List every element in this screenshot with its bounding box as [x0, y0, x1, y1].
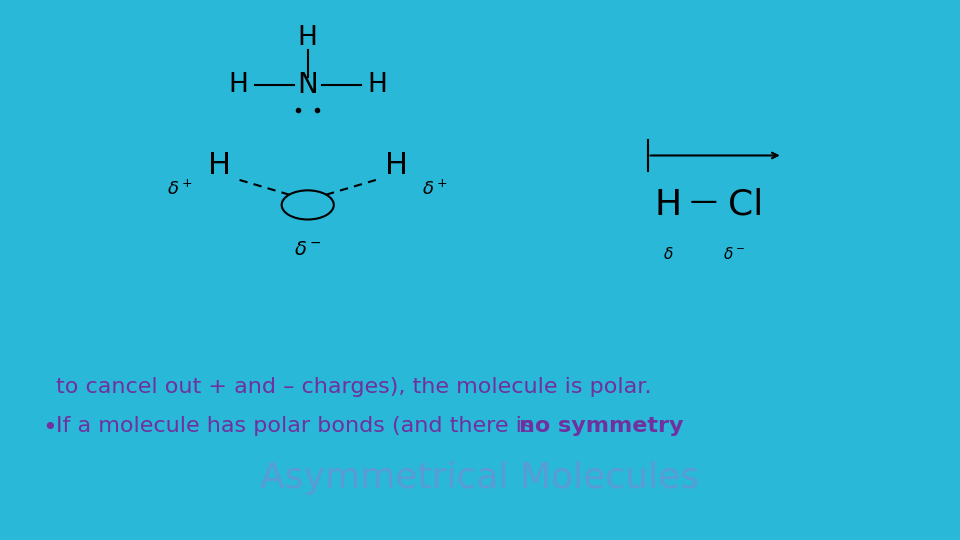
- Text: $\delta$: $\delta$: [662, 246, 673, 262]
- Text: $\delta^-$: $\delta^-$: [294, 240, 322, 259]
- Text: no symmetry: no symmetry: [518, 416, 684, 436]
- Text: H: H: [385, 151, 408, 180]
- Text: H: H: [368, 72, 388, 98]
- Text: H: H: [228, 72, 248, 98]
- Text: •: •: [48, 301, 59, 319]
- Text: O: O: [92, 260, 106, 278]
- Text: H: H: [298, 25, 318, 51]
- Text: $\delta^+$: $\delta^+$: [422, 180, 448, 199]
- Text: H: H: [655, 188, 682, 222]
- Text: —: —: [689, 188, 717, 217]
- Text: H: H: [70, 260, 84, 278]
- Text: Cl: Cl: [728, 188, 763, 222]
- Text: Asymmetrical Molecules: Asymmetrical Molecules: [260, 461, 700, 495]
- Text: H: H: [207, 151, 230, 180]
- Text: 2: 2: [84, 252, 92, 265]
- Text: •: •: [60, 260, 70, 278]
- Text: •: •: [42, 416, 57, 440]
- Text: HCl: HCl: [522, 260, 561, 280]
- Text: NH: NH: [70, 119, 97, 137]
- Text: $\delta^+$: $\delta^+$: [167, 180, 193, 199]
- Text: Examples:: Examples:: [60, 301, 153, 319]
- Text: •: •: [60, 119, 70, 137]
- Text: If a molecule has polar bonds (and there is: If a molecule has polar bonds (and there…: [57, 416, 540, 436]
- Text: 3: 3: [98, 111, 107, 124]
- Text: $\delta^-$: $\delta^-$: [723, 246, 745, 262]
- Text: N: N: [298, 71, 318, 99]
- Text: to cancel out + and – charges), the molecule is polar.: to cancel out + and – charges), the mole…: [57, 377, 652, 397]
